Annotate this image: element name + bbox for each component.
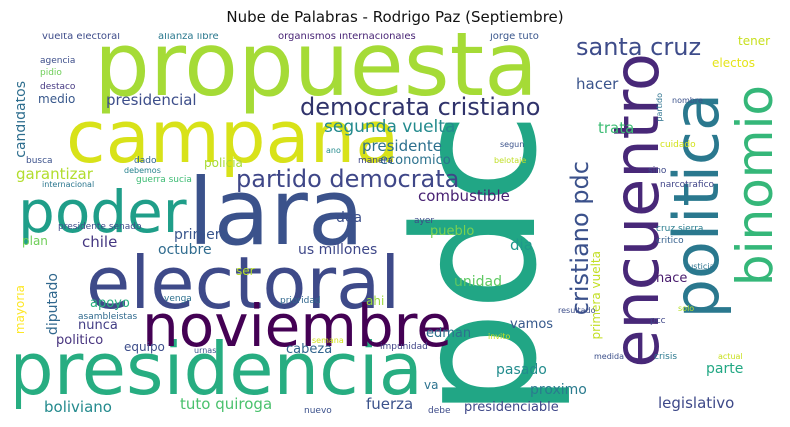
word-primera: primera [174,227,230,243]
word-trata: trata [598,119,635,137]
word-proximo: proximo [530,382,587,398]
word-va: va [424,378,439,392]
word-cloud: pdc propuesta campana lara electoral pre… [16,33,774,415]
word-ser: ser [236,264,255,278]
word-pueblo: pueblo [430,224,475,239]
word-legislativo: legislativo [658,394,735,412]
word-jorge-tuto: jorge tuto [490,33,539,42]
word-edman: edman [426,326,472,341]
word-pasado: pasado [496,362,547,378]
word-manera: manera [358,156,393,166]
word-agencia: agencia [40,56,76,66]
word-vuelta-electoral: vuelta electoral [42,33,121,42]
word-garantizar: garantizar [16,165,93,183]
word-electoral: electoral [86,241,401,325]
word-destaco: destaco [40,82,76,92]
word-unidad: unidad [454,274,502,290]
word-hacer: hacer [576,75,619,93]
word-presidente: presidente [362,137,442,155]
word-ayer: ayer [414,216,435,226]
word-medio: medio [38,92,76,106]
word-politico: politico [56,333,104,348]
word-electos: electos [712,56,755,70]
word-tuto-quiroga: tuto quiroga [180,395,273,413]
word-asambleistas: asambleistas [78,312,138,322]
word-debemos: debemos [124,166,161,175]
word-crisis: crisis [654,352,678,362]
word-presidente-senado: presidente senado [58,222,142,232]
word-alianza-libre: alianza libre [158,33,219,42]
word-hace: hace [656,271,688,286]
word-dea: dea [336,210,363,226]
word-belotaje: belotaje [494,156,527,165]
word-apoyo: apoyo [90,296,130,311]
word-segun: segun [500,140,525,149]
word-policia: policia [204,156,243,170]
word-resultado: resultado [558,306,596,315]
word-fuerza: fuerza [366,395,414,413]
word-campana: campana [66,95,400,179]
word-chile: chile [82,233,118,251]
word-sino: sino [648,166,667,176]
word-debe: debe [428,406,451,416]
word-noviembre: noviembre [142,292,452,360]
word-narcotrafico: narcotrafico [660,180,715,190]
word-diputado: diputado [45,273,61,336]
word-medida: medida [594,352,624,361]
word-primera-vuelta: primera vuelta [589,251,603,340]
word-solo: solo [678,304,695,313]
word-vamos: vamos [510,317,554,332]
word-poder: poder [18,178,187,246]
word-democrata-cristiano: democrata cristiano [300,93,541,121]
word-dia: dia [510,236,533,254]
word-parte: parte [706,361,744,377]
word-propuesta: propuesta [94,33,538,116]
word-pidio: pidio [40,68,62,78]
word-invito: invito [488,332,511,341]
word-candidatos: candidatos [16,81,29,158]
word-guerra-sucia: guerra sucia [136,175,192,185]
word-semana: semana [312,336,344,345]
word-tener: tener [738,34,771,48]
word-justicia: justicia [686,262,715,271]
word-plan: plan [22,234,48,248]
word-venga: venga [164,294,192,304]
word-boliviano: boliviano [44,398,112,415]
word-cuidado: cuidado [660,140,696,150]
word-octubre: octubre [158,242,212,258]
word-nuevo: nuevo [304,406,332,416]
word-presidencia: presidencia [16,327,423,411]
word-presidenciable: presidenciable [464,400,559,415]
word-cabeza: cabeza [286,342,333,357]
word-combustible: combustible [418,187,510,205]
word-lara: lara [188,159,365,266]
word-impunidad: impunidad [380,342,428,352]
word-prioridad: prioridad [280,296,321,306]
word-busca: busca [26,156,53,166]
word-pcc: pcc [650,316,666,326]
word-dado: dado [134,156,157,166]
word-mayoria: mayoria [16,285,27,335]
word-ahi: ahi [366,294,385,308]
word-partido: partido [655,93,664,122]
word-segunda-vuelta: segunda vuelta [324,117,456,137]
word-economico: economico [380,153,451,168]
word-internacional: internacional [42,180,95,189]
word-critico: critico [656,236,684,246]
word-partido-democrata: partido democrata [236,165,460,193]
chart-title: Nube de Palabras - Rodrigo Paz (Septiemb… [226,8,564,26]
word-ano: ano [326,146,341,155]
word-us-millones: us millones [298,242,378,258]
word-actual: actual [718,352,743,361]
word-organismos-internacionales: organismos internacionales [278,33,416,42]
word-nombre: nombre [672,96,703,105]
word-urnas: urnas [194,346,217,355]
word-presidencial: presidencial [106,91,197,109]
word-santa-cruz: santa cruz [576,33,702,61]
word-binomio: binomio [726,85,774,287]
word-nunca: nunca [78,318,118,333]
word-cruz-sierra: cruz sierra [656,224,704,234]
word-equipo: equipo [124,340,165,354]
